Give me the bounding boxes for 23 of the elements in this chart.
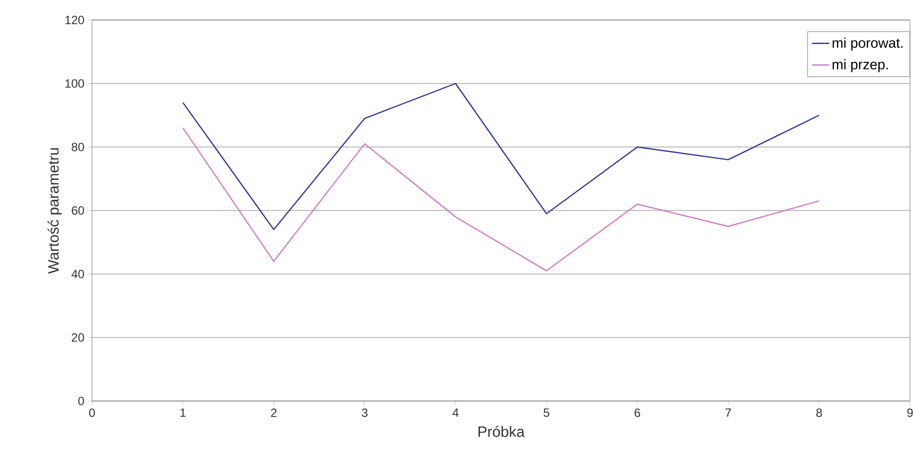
line-series bbox=[182, 127, 820, 272]
x-tick-label: 4 bbox=[452, 408, 459, 417]
y-tick-label: 60 bbox=[72, 206, 84, 215]
y-tick-label: 80 bbox=[72, 142, 84, 152]
legend-label: mi porowat. bbox=[832, 38, 903, 51]
x-tick-label: 1 bbox=[180, 408, 186, 417]
x-tick-label: 0 bbox=[89, 408, 95, 417]
y-tick-label: 20 bbox=[72, 333, 84, 342]
x-tick-label: 5 bbox=[544, 408, 550, 417]
x-tick-label: 6 bbox=[634, 408, 640, 417]
x-tick-label: 8 bbox=[816, 408, 822, 417]
x-tick-label: 2 bbox=[271, 408, 276, 417]
y-axis-title: Wartość parametru bbox=[48, 148, 62, 274]
x-axis-title: Próbka bbox=[478, 426, 525, 437]
x-tick-label: 7 bbox=[726, 408, 731, 417]
legend-label: mi przep. bbox=[832, 59, 888, 72]
x-tick-label: 3 bbox=[362, 408, 368, 417]
y-tick-label: 40 bbox=[71, 270, 84, 278]
line-series bbox=[182, 82, 820, 230]
x-tick-label: 9 bbox=[907, 408, 913, 417]
y-tick-label: 100 bbox=[65, 79, 84, 88]
y-tick-label: 0 bbox=[78, 396, 84, 406]
y-tick-label: 120 bbox=[65, 16, 84, 24]
